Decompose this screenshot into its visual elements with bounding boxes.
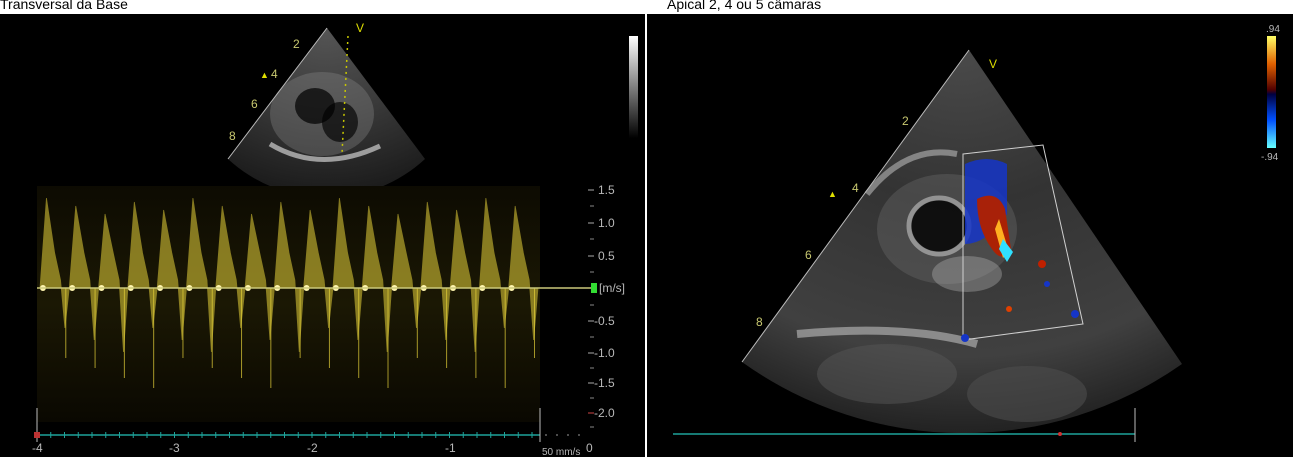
svg-text:▲: ▲ [828, 189, 837, 199]
left-depth-6: 6 [251, 97, 258, 111]
color-scale-max: .94 [1266, 24, 1280, 35]
right-depth-4: 4 [852, 181, 859, 195]
velocity-tick-neg-1.0: -1.0 [594, 346, 615, 360]
svg-text:▲: ▲ [260, 70, 269, 80]
left-depth-4: 4 [271, 67, 278, 81]
sweep-speed: 50 mm/s [542, 447, 580, 457]
left-depth-2: 2 [293, 37, 300, 51]
left-depth-8: 8 [229, 129, 236, 143]
right-depth-8: 8 [756, 315, 763, 329]
velocity-tick-0.5: 0.5 [598, 249, 615, 263]
time-tick--2: -2 [307, 441, 318, 455]
right-depth-6: 6 [805, 248, 812, 262]
spectral-background [37, 186, 540, 422]
grayscale-bar [629, 36, 638, 138]
time-tick-0: 0 [586, 441, 593, 455]
color-scale-min: -.94 [1261, 152, 1279, 163]
time-tick--4: -4 [32, 441, 43, 455]
doppler-panel: V 2 4 6 8 ▲ 1.5 1.0 0.5 [m/s] -0.5 [0, 14, 645, 457]
left-view-caption: Transversal da Base [0, 0, 128, 12]
spectral-waveform [39, 197, 539, 388]
right-view-caption: Apical 2, 4 ou 5 câmaras [667, 0, 822, 12]
bmode-thumbnail [227, 27, 425, 198]
apical-sector-image [741, 49, 1182, 434]
velocity-tick-1.5: 1.5 [598, 183, 615, 197]
time-tick--3: -3 [169, 441, 180, 455]
velocity-tick-neg-0.5: -0.5 [594, 314, 615, 328]
color-roi-box[interactable] [961, 144, 1084, 342]
right-sector-marker: V [989, 57, 997, 71]
baseline-handle[interactable] [591, 283, 597, 293]
color-doppler-panel: V 2 4 6 8 ▲ .94 -.94 [647, 14, 1293, 457]
velocity-tick-1.0: 1.0 [598, 216, 615, 230]
velocity-tick-neg-2.0: -2.0 [594, 406, 615, 420]
velocity-tick-neg-1.5: -1.5 [594, 376, 615, 390]
time-tick--1: -1 [445, 441, 456, 455]
velocity-unit: [m/s] [599, 281, 625, 295]
left-sector-marker: V [356, 21, 364, 35]
right-depth-2: 2 [902, 114, 909, 128]
color-scale-bar [1267, 36, 1276, 148]
